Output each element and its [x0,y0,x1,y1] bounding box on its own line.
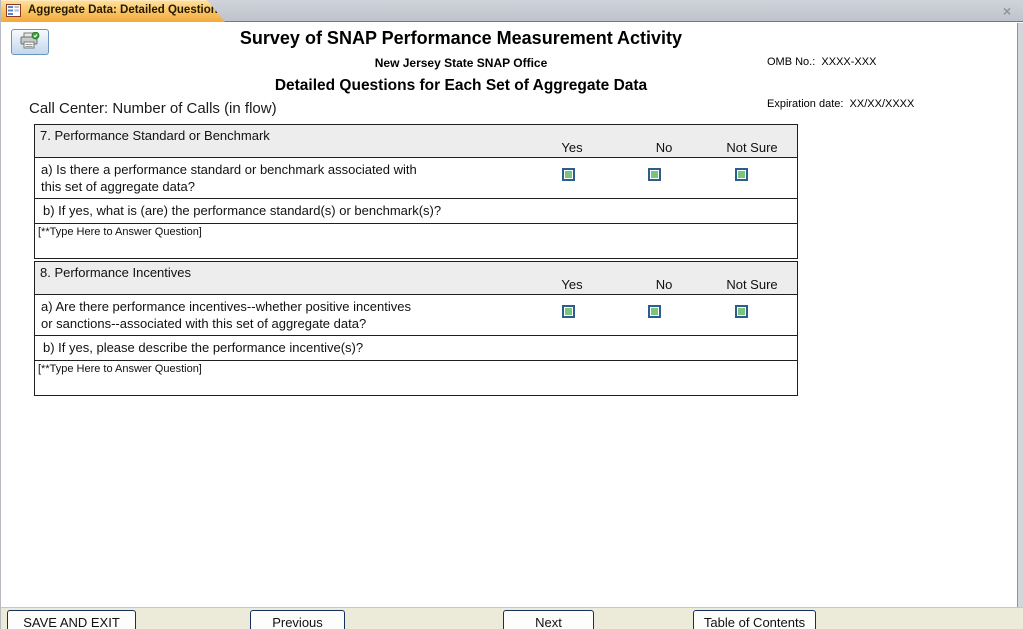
column-header-not-sure: Not Sure [726,277,778,292]
question-8a-text: a) Are there performance incentives--whe… [41,299,411,331]
question-8a-checkbox-yes[interactable] [562,305,575,318]
omb-number: OMB No.: XXXX-XXX [767,56,877,68]
question-8-table: 8. Performance Incentives Yes No Not Sur… [34,261,798,396]
question-7-table: 7. Performance Standard or Benchmark Yes… [34,124,798,259]
question-7a-row: a) Is there a performance standard or be… [35,158,797,199]
question-7b-answer-textbox[interactable]: [**Type Here to Answer Question] [35,224,797,258]
question-7-title: 7. Performance Standard or Benchmark [40,128,270,143]
column-header-not-sure: Not Sure [726,140,778,155]
checkbox-fill [651,308,658,315]
context-label: Call Center: Number of Calls (in flow) [29,100,277,117]
question-8a-row: a) Are there performance incentives--whe… [35,295,797,336]
checkbox-fill [565,171,572,178]
question-7a-text: a) Is there a performance standard or be… [41,162,417,194]
omb-block: OMB No.: XXXX-XXX Expiration date: XX/XX… [767,27,914,139]
checkbox-fill [738,308,745,315]
question-8-header: 8. Performance Incentives Yes No Not Sur… [35,262,797,295]
column-header-yes: Yes [561,140,583,155]
printer-icon [19,31,41,53]
question-7b-text: b) If yes, what is (are) the performance… [43,203,442,218]
question-7a-checkbox-no[interactable] [648,168,661,181]
window-right-edge [1017,23,1023,607]
close-icon[interactable]: × [1002,3,1011,19]
tab-highlight [1,0,206,1]
form-icon [6,4,21,17]
table-of-contents-button[interactable]: Table of Contents [693,610,816,629]
save-and-exit-button[interactable]: SAVE AND EXIT [7,610,136,629]
question-8b-text: b) If yes, please describe the performan… [43,340,364,355]
print-button[interactable] [11,29,49,55]
question-7-header: 7. Performance Standard or Benchmark Yes… [35,125,797,158]
answer-placeholder: [**Type Here to Answer Question] [38,363,202,375]
expiration-date: Expiration date: XX/XX/XXXX [767,98,915,110]
tab-bar: Aggregate Data: Detailed Questions × [1,0,1023,22]
question-8b-row: b) If yes, please describe the performan… [35,336,797,361]
question-8-title: 8. Performance Incentives [40,265,192,280]
checkbox-fill [565,308,572,315]
question-7a-checkbox-not-sure[interactable] [735,168,748,181]
question-8a-checkbox-no[interactable] [648,305,661,318]
office-subtitle: New Jersey State SNAP Office [374,56,548,70]
column-header-no: No [655,277,673,292]
tab-aggregate-data-detailed-questions[interactable]: Aggregate Data: Detailed Questions [1,0,225,22]
question-8b-answer-textbox[interactable]: [**Type Here to Answer Question] [35,361,797,395]
answer-placeholder: [**Type Here to Answer Question] [38,226,202,238]
question-7a-checkbox-yes[interactable] [562,168,575,181]
tab-label: Aggregate Data: Detailed Questions [28,4,225,16]
page-heading: Detailed Questions for Each Set of Aggre… [274,77,648,94]
column-header-yes: Yes [561,277,583,292]
question-7b-row: b) If yes, what is (are) the performance… [35,199,797,224]
question-8a-checkbox-not-sure[interactable] [735,305,748,318]
checkbox-fill [651,171,658,178]
previous-button[interactable]: Previous [250,610,345,629]
checkbox-fill [738,171,745,178]
column-header-no: No [655,140,673,155]
next-button[interactable]: Next [503,610,594,629]
page-title: Survey of SNAP Performance Measurement A… [239,28,683,48]
